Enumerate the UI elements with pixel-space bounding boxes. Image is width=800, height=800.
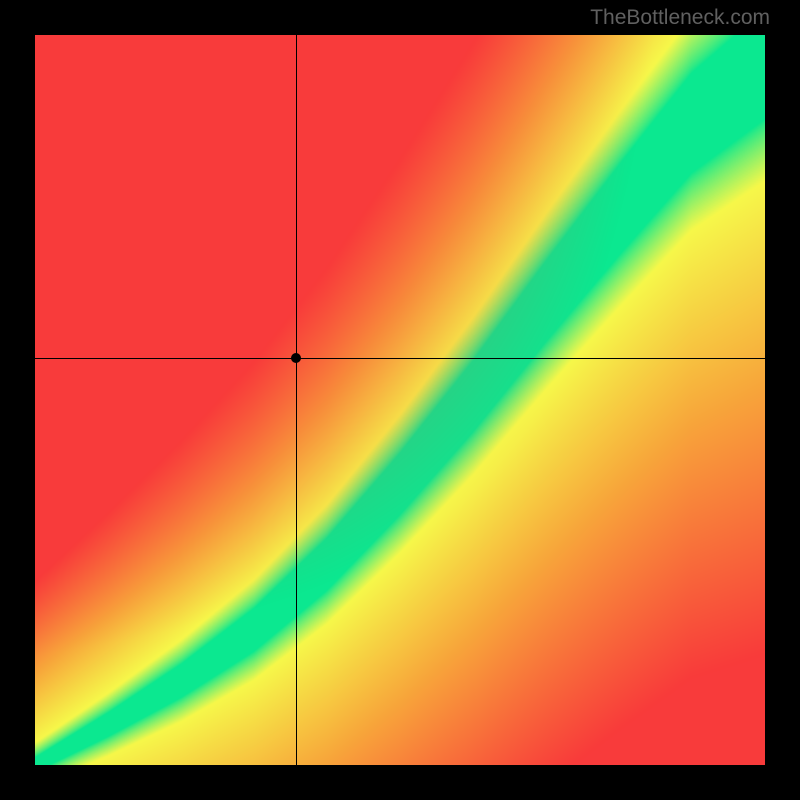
crosshair-horizontal <box>35 358 765 359</box>
selection-marker <box>291 353 301 363</box>
crosshair-vertical <box>296 35 297 765</box>
watermark-text: TheBottleneck.com <box>590 6 770 30</box>
heatmap-canvas <box>35 35 765 765</box>
bottleneck-heatmap <box>35 35 765 765</box>
